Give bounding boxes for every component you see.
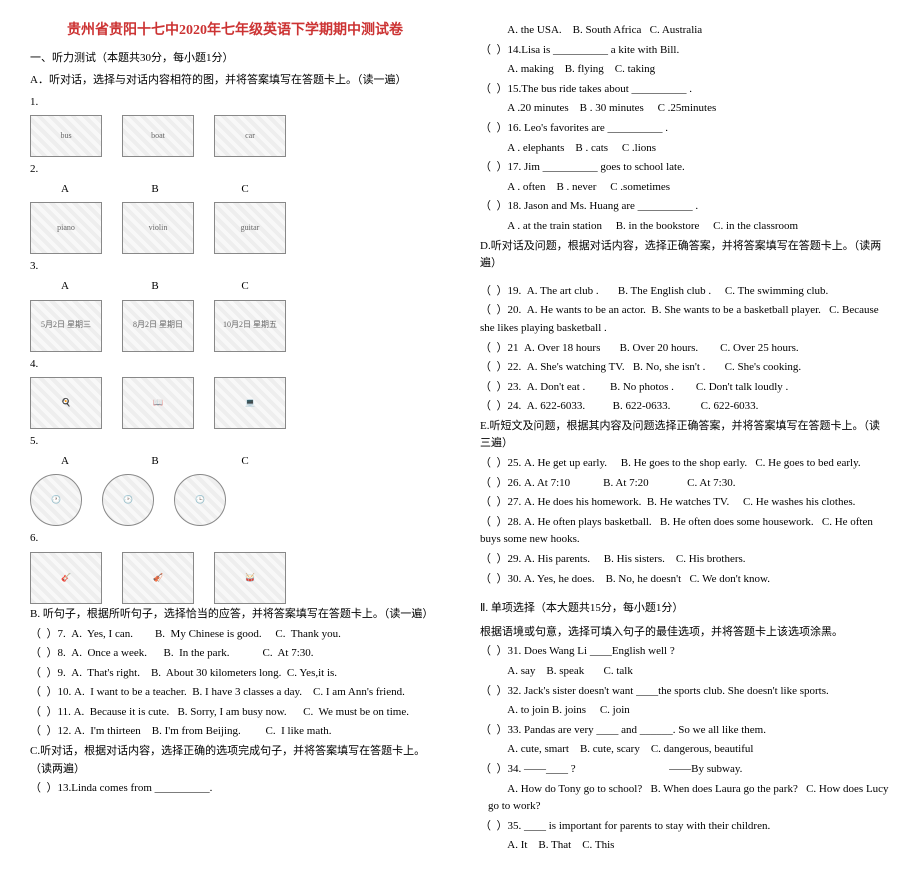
q17: （ ）17. Jim __________ goes to school lat… (480, 159, 890, 177)
q6-img-c: 🥁 (214, 552, 286, 604)
q15-options: A .20 minutes B . 30 minutes C .25minute… (480, 100, 890, 118)
q6-img-b: 🎻 (122, 552, 194, 604)
part-b-instruction: B. 听句子，根据所听句子，选择恰当的应答，并将答案填写在答题卡上。（读一遍） (30, 606, 440, 624)
q33: （ ）33. Pandas are very ____ and ______. … (480, 722, 890, 740)
q2-images: piano violin guitar (30, 202, 440, 254)
q29: （ ）29. A. His parents. B. His sisters. C… (480, 551, 890, 569)
label-c: C (210, 278, 280, 296)
q1-num: 1. (30, 94, 440, 112)
q21: （ ）21 A. Over 18 hours B. Over 20 hours.… (480, 340, 890, 358)
q3-num: 3. (30, 258, 440, 276)
q7: （ ）7. A. Yes, I can. B. My Chinese is go… (30, 626, 440, 644)
q6-num: 6. (30, 530, 440, 548)
q1-images: bus boat car (30, 115, 440, 157)
part-a-instruction: A．听对话，选择与对话内容相符的图，并将答案填写在答题卡上。（读一遍） (30, 72, 440, 90)
q16-options: A . elephants B . cats C .lions (480, 140, 890, 158)
q5-num: 5. (30, 433, 440, 451)
q13-options: A. the USA. B. South Africa C. Australia (480, 22, 890, 40)
q3-img-c: 10月2日 星期五 (214, 300, 286, 352)
q13: （ ）13.Linda comes from __________. (30, 780, 440, 798)
q2-img-c: guitar (214, 202, 286, 254)
q30: （ ）30. A. Yes, he does. B. No, he doesn'… (480, 571, 890, 589)
q2-img-a: piano (30, 202, 102, 254)
q23: （ ）23. A. Don't eat . B. No photos . C. … (480, 379, 890, 397)
q16: （ ）16. Leo's favorites are __________ . (480, 120, 890, 138)
part-e-instruction: E.听短文及问题，根据其内容及问题选择正确答案，并将答案填写在答题卡上。（读三遍… (480, 418, 890, 453)
q1-img-a: bus (30, 115, 102, 157)
q14-options: A. making B. flying C. taking (480, 61, 890, 79)
q17-options: A . often B . never C .sometimes (480, 179, 890, 197)
q19: （ ）19. A. The art club . B. The English … (480, 283, 890, 301)
q4-img-a: 🍳 (30, 377, 102, 429)
label-b: B (120, 453, 190, 471)
q6-images: 🎸 🎻 🥁 (30, 552, 440, 604)
label-a: A (30, 278, 100, 296)
left-column: 贵州省贵阳十七中2020年七年级英语下学期期中测试卷 一、听力测试（本题共30分… (30, 20, 440, 857)
q4-images: 🍳 📖 💻 (30, 377, 440, 429)
spacer (480, 275, 890, 281)
q3-images: 5月2日 星期三 8月2日 星期日 10月2日 星期五 (30, 300, 440, 352)
label-a: A (30, 181, 100, 199)
q34-options: A. How do Tony go to school? B. When doe… (480, 781, 890, 816)
label-a: A (30, 453, 100, 471)
q18: （ ）18. Jason and Ms. Huang are _________… (480, 198, 890, 216)
q5-img-b: 🕑 (102, 474, 154, 526)
label-c: C (210, 453, 280, 471)
q2-letters: A B C (30, 278, 440, 296)
label-b: B (120, 278, 190, 296)
q9: （ ）9. A. That's right. B. About 30 kilom… (30, 665, 440, 683)
q5-images: 🕐 🕑 🕒 (30, 474, 440, 526)
q5-img-c: 🕒 (174, 474, 226, 526)
q27: （ ）27. A. He does his homework. B. He wa… (480, 494, 890, 512)
q4-num: 4. (30, 356, 440, 374)
q33-options: A. cute, smart B. cute, scary C. dangero… (480, 741, 890, 759)
q32-options: A. to join B. joins C. join (480, 702, 890, 720)
q31-options: A. say B. speak C. talk (480, 663, 890, 681)
q14: （ ）14.Lisa is __________ a kite with Bil… (480, 42, 890, 60)
q35-options: A. It B. That C. This (480, 837, 890, 855)
q2-img-b: violin (122, 202, 194, 254)
part-c-instruction: C.听对话，根据对话内容，选择正确的选项完成句子，并将答案填写在答题卡上。（读两… (30, 743, 440, 778)
q5-img-a: 🕐 (30, 474, 82, 526)
q28: （ ）28. A. He often plays basketball. B. … (480, 514, 890, 549)
q1-letters: A B C (30, 181, 440, 199)
q35: （ ）35. ____ is important for parents to … (480, 818, 890, 836)
q25: （ ）25. A. He get up early. B. He goes to… (480, 455, 890, 473)
q11: （ ）11. A. Because it is cute. B. Sorry, … (30, 704, 440, 722)
label-c: C (210, 181, 280, 199)
q4-img-b: 📖 (122, 377, 194, 429)
q3-img-a: 5月2日 星期三 (30, 300, 102, 352)
q12: （ ）12. A. I'm thirteen B. I'm from Beiji… (30, 723, 440, 741)
exam-title: 贵州省贵阳十七中2020年七年级英语下学期期中测试卷 (30, 20, 440, 42)
q4-img-c: 💻 (214, 377, 286, 429)
part-d-instruction: D.听对话及问题，根据对话内容，选择正确答案，并将答案填写在答题卡上。（读两遍） (480, 238, 890, 273)
q10: （ ）10. A. I want to be a teacher. B. I h… (30, 684, 440, 702)
q24: （ ）24. A. 622-6033. B. 622-0633. C. 622-… (480, 398, 890, 416)
section-2-head: Ⅱ. 单项选择（本大题共15分，每小题1分） (480, 600, 890, 618)
section-1-head: 一、听力测试（本题共30分，每小题1分） (30, 50, 440, 68)
q6-img-a: 🎸 (30, 552, 102, 604)
q2-num: 2. (30, 161, 440, 179)
q32: （ ）32. Jack's sister doesn't want ____th… (480, 683, 890, 701)
q34: （ ）34. ——____ ? ——By subway. (480, 761, 890, 779)
label-b: B (120, 181, 190, 199)
right-column: A. the USA. B. South Africa C. Australia… (480, 20, 890, 857)
q1-img-c: car (214, 115, 286, 157)
q1-img-b: boat (122, 115, 194, 157)
q3-img-b: 8月2日 星期日 (122, 300, 194, 352)
q20: （ ）20. A. He wants to be an actor. B. Sh… (480, 302, 890, 337)
q26: （ ）26. A. At 7:10 B. At 7:20 C. At 7:30. (480, 475, 890, 493)
q15: （ ）15.The bus ride takes about _________… (480, 81, 890, 99)
q4-letters: A B C (30, 453, 440, 471)
q22: （ ）22. A. She's watching TV. B. No, she … (480, 359, 890, 377)
q8: （ ）8. A. Once a week. B. In the park. C.… (30, 645, 440, 663)
q31: （ ）31. Does Wang Li ____English well ? (480, 643, 890, 661)
section-2-sub: 根据语境或句意，选择可填入句子的最佳选项，并将答题卡上该选项涂黑。 (480, 624, 890, 642)
q18-options: A . at the train station B. in the books… (480, 218, 890, 236)
